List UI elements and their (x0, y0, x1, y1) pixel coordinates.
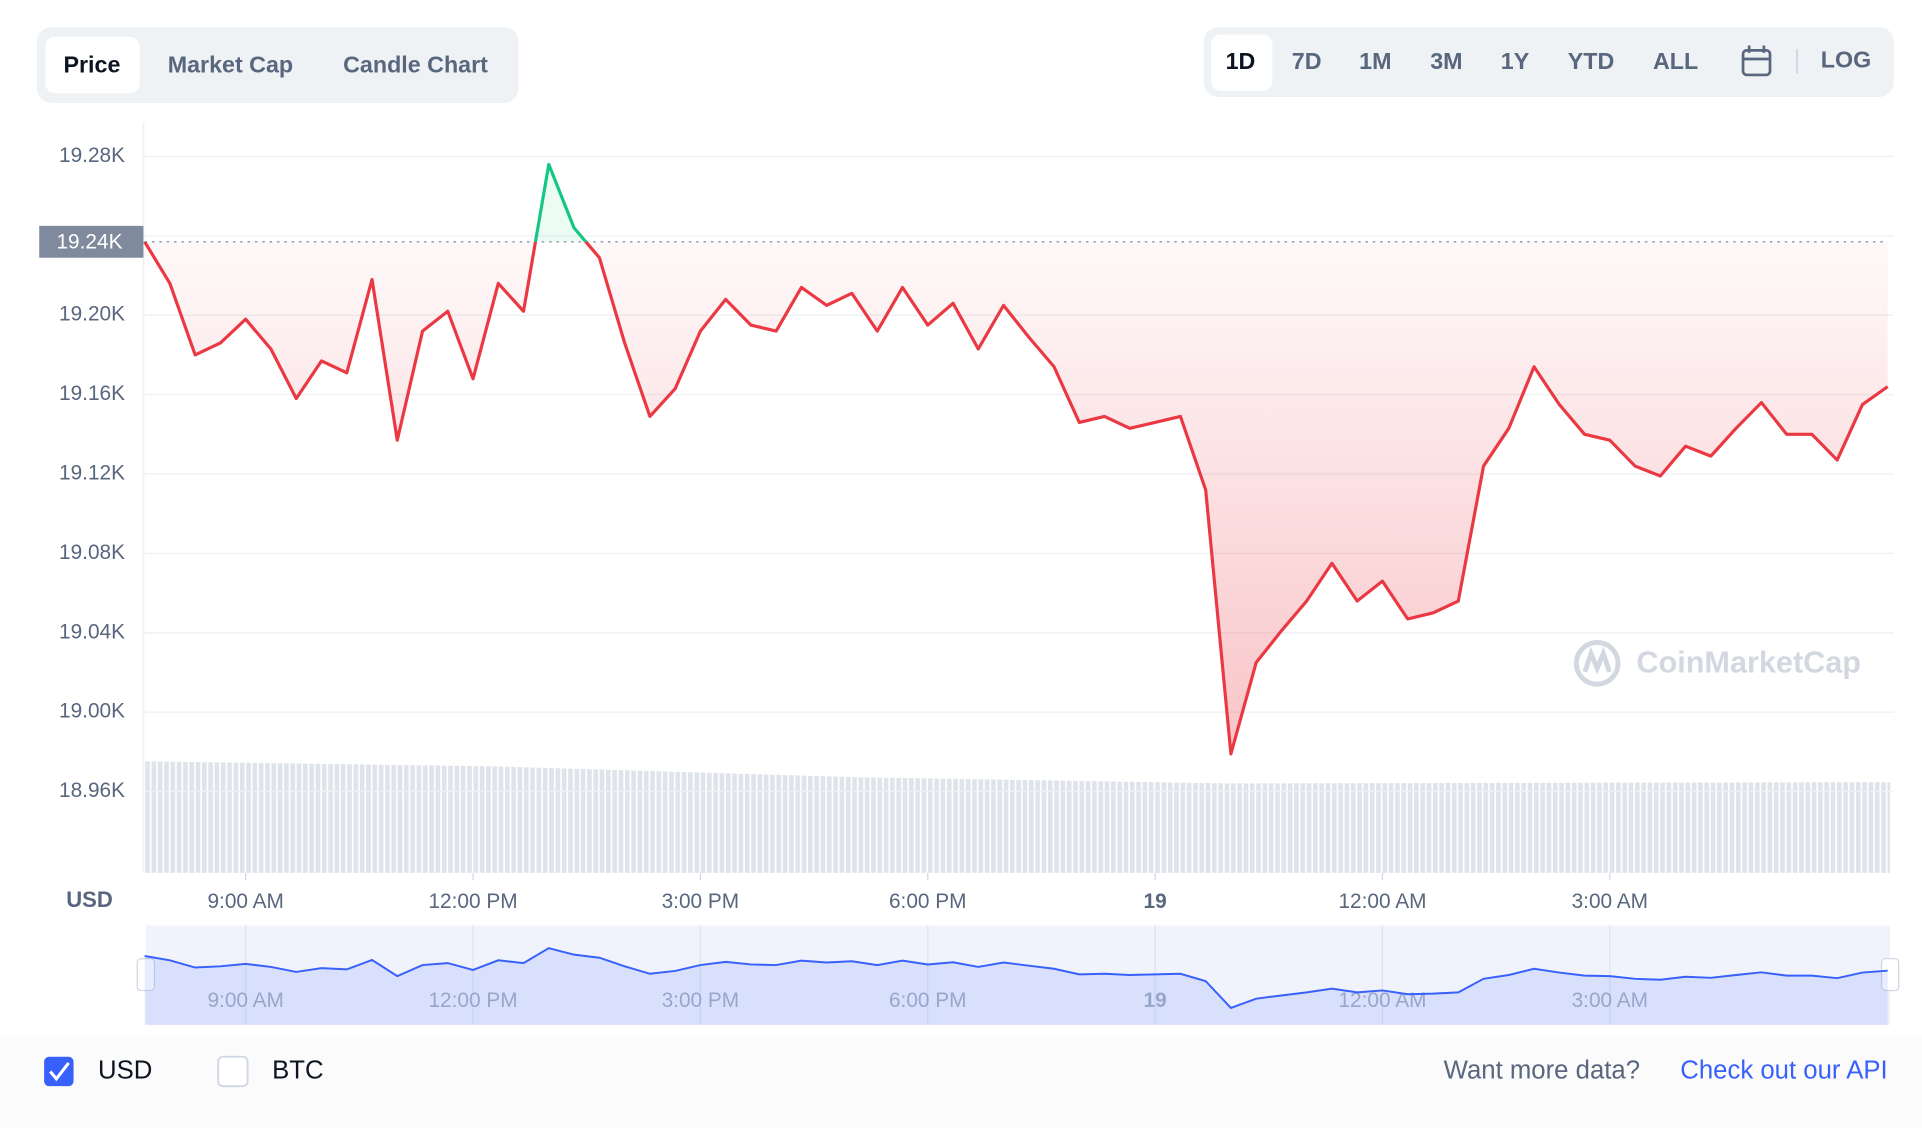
range-button[interactable]: 1M (1359, 48, 1391, 74)
currency-label[interactable]: BTC (272, 1056, 323, 1084)
check-mark (49, 1061, 70, 1082)
y-tick-label: 19.16K (59, 382, 125, 405)
area-up (144, 164, 586, 242)
tab[interactable]: Candle Chart (343, 51, 488, 77)
y-tick-label: 19.08K (59, 541, 125, 564)
log-button[interactable]: LOG (1821, 47, 1871, 73)
navigator-area (144, 948, 1888, 1025)
navigator-label: 12:00 PM (428, 989, 517, 1012)
range-button[interactable]: ALL (1653, 48, 1698, 74)
tab[interactable]: Price (63, 51, 120, 77)
x-tick-label: 12:00 AM (1338, 890, 1426, 913)
navigator-label: 3:00 AM (1572, 989, 1648, 1012)
volume-bars (144, 761, 1891, 873)
currency-label[interactable]: USD (98, 1056, 152, 1084)
price-tag (39, 225, 144, 258)
navigator-line (144, 947, 1888, 1010)
checkbox[interactable] (217, 1055, 249, 1088)
y-tick-label: 19.12K (59, 461, 125, 484)
api-link[interactable]: Check out our API (1680, 1056, 1887, 1084)
navigator-label: 12:00 AM (1338, 989, 1426, 1012)
x-tick-label: 9:00 AM (207, 890, 283, 913)
navigator-label: 6:00 PM (889, 989, 967, 1012)
range-button[interactable]: 3M (1430, 48, 1462, 74)
watermark: CoinMarketCap (1573, 639, 1861, 687)
calendar-button[interactable] (1741, 45, 1772, 77)
navigator-handle[interactable] (136, 958, 156, 992)
range-button[interactable]: 1D (1226, 48, 1256, 74)
checkbox-checked[interactable] (44, 1056, 74, 1087)
y-axis-unit: USD (66, 887, 113, 912)
y-tick-label: 18.96K (59, 779, 125, 802)
y-tick-label: 19.04K (59, 620, 125, 643)
active-range (1211, 34, 1273, 91)
price-tag-label: 19.24K (56, 231, 122, 254)
range-button[interactable]: 1Y (1501, 48, 1530, 74)
area-down (144, 241, 1888, 754)
active-tab (45, 36, 140, 94)
range-group (1203, 27, 1894, 97)
y-tick-label: 19.00K (59, 700, 125, 723)
navigator-label: 3:00 PM (662, 989, 740, 1012)
price-line-down (143, 241, 1889, 756)
x-tick-label: 3:00 AM (1572, 890, 1648, 913)
range-button[interactable]: 7D (1292, 48, 1322, 74)
watermark-text: CoinMarketCap (1636, 646, 1861, 680)
y-tick-label: 19.28K (59, 144, 125, 167)
tab-group (36, 27, 519, 104)
x-tick-label: 6:00 PM (889, 890, 967, 913)
x-tick-label: 19 (1144, 890, 1167, 913)
api-prompt: Want more data? (1444, 1056, 1640, 1084)
navigator-label: 19 (1144, 989, 1167, 1012)
navigator-handle[interactable] (1880, 958, 1900, 992)
footer-band (0, 1035, 1922, 1128)
range-button[interactable]: YTD (1568, 48, 1615, 74)
x-tick-label: 3:00 PM (662, 890, 740, 913)
tab[interactable]: Market Cap (168, 51, 293, 77)
x-tick-label: 12:00 PM (428, 890, 517, 913)
navigator-label: 9:00 AM (207, 989, 283, 1012)
y-tick-label: 19.20K (59, 303, 125, 326)
